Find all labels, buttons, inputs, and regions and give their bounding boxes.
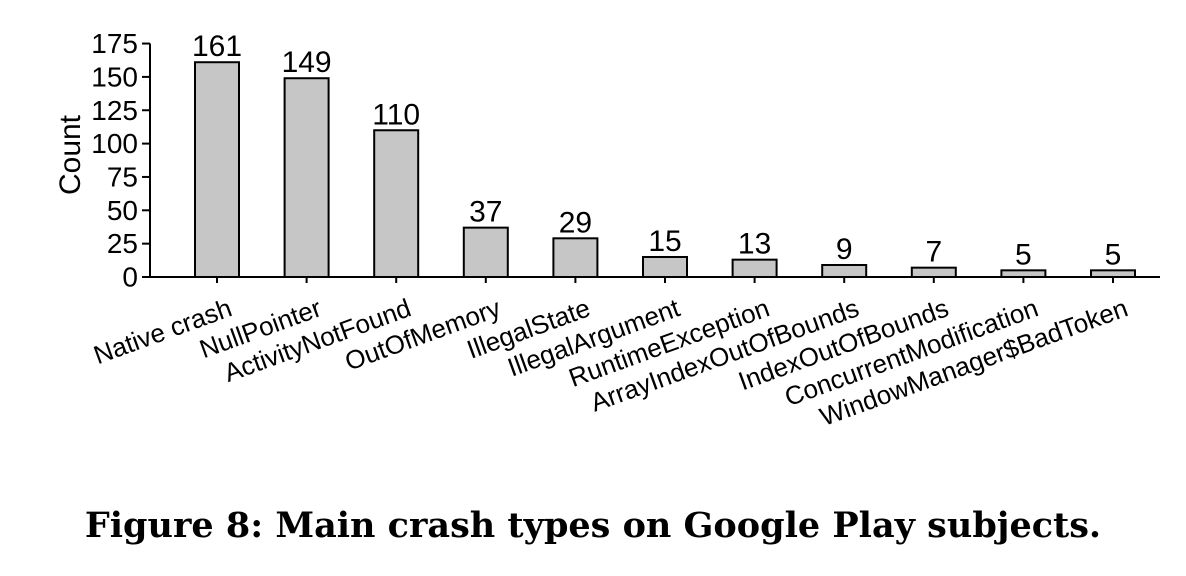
bar bbox=[731, 258, 778, 278]
y-tick-label: 100 bbox=[91, 128, 138, 159]
bar-value-label: 29 bbox=[559, 206, 592, 239]
bar-value-label: 110 bbox=[372, 98, 420, 131]
y-tick-label: 150 bbox=[91, 61, 138, 92]
bar-value-label: 149 bbox=[282, 46, 332, 79]
bar bbox=[910, 266, 957, 278]
bar-value-label: 37 bbox=[469, 196, 502, 229]
y-tick-label: 50 bbox=[107, 195, 138, 226]
bar bbox=[821, 263, 868, 278]
y-tick-label: 25 bbox=[107, 228, 138, 259]
bar bbox=[283, 77, 330, 279]
y-axis-label: Count bbox=[54, 114, 87, 195]
bar bbox=[552, 237, 599, 278]
bar bbox=[642, 255, 688, 278]
bar-value-label: 5 bbox=[1105, 238, 1122, 271]
y-tick-label: 0 bbox=[122, 262, 138, 293]
bar-value-label: 7 bbox=[925, 236, 942, 269]
x-axis-ticks: Native crashNullPointerActivityNotFoundO… bbox=[90, 277, 1132, 432]
y-tick-label: 125 bbox=[91, 95, 138, 126]
data-labels: 161 149 110 37 29 15 13 9 7 5 5 bbox=[192, 30, 1121, 271]
bar bbox=[373, 129, 420, 278]
bar-value-label: 9 bbox=[836, 233, 853, 266]
bar-value-label: 161 bbox=[192, 30, 242, 63]
bar-value-label: 5 bbox=[1015, 238, 1032, 271]
bars bbox=[194, 61, 1136, 279]
bar bbox=[194, 61, 240, 279]
bar-value-label: 15 bbox=[648, 225, 681, 258]
y-tick-label: 75 bbox=[107, 161, 138, 192]
y-tick-label: 175 bbox=[91, 28, 138, 59]
bar-value-label: 13 bbox=[738, 228, 771, 261]
bar bbox=[462, 226, 509, 278]
figure-caption: Figure 8: Main crash types on Google Pla… bbox=[84, 505, 1102, 546]
